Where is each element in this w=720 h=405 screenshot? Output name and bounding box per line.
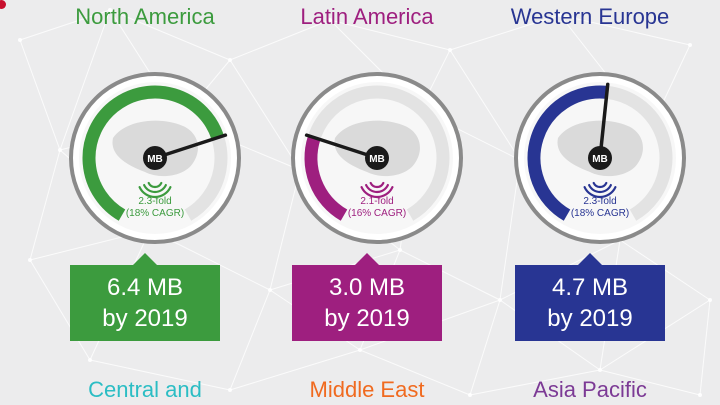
value-year: by 2019 (102, 305, 188, 332)
callout-arrow (133, 253, 157, 265)
cagr-label: (16% CAGR) (348, 208, 406, 219)
gauge-fill (304, 135, 348, 221)
growth-label: 2.3-fold (583, 196, 616, 207)
network-node (18, 38, 22, 42)
value-callout: 3.0 MB by 2019 (292, 253, 442, 341)
network-node (358, 348, 362, 352)
network-node (328, 18, 332, 22)
value-callout: 4.7 MB by 2019 (515, 253, 665, 341)
value-amount: 3.0 MB (328, 274, 406, 301)
network-line (449, 49, 521, 161)
network-node (498, 298, 502, 302)
value-callout: 6.4 MB by 2019 (70, 253, 220, 341)
value-year: by 2019 (547, 305, 633, 332)
network-node (228, 58, 232, 62)
network-line (699, 299, 711, 396)
gauge-hub (588, 146, 612, 170)
network-line (19, 9, 111, 41)
signal-wave-icon (147, 181, 163, 189)
network-line (229, 289, 271, 391)
value-amount: 4.7 MB (551, 274, 629, 301)
network-node (108, 8, 112, 12)
signal-wave-icon (369, 181, 385, 189)
region-title-asia-pacific: Asia Pacific (533, 377, 647, 402)
cagr-label: (18% CAGR) (126, 208, 184, 219)
network-line (59, 9, 111, 151)
network-node (228, 388, 232, 392)
region-title: Western Europe (510, 4, 670, 29)
gauge-label: MB (592, 154, 608, 165)
network-node (448, 48, 452, 52)
network-line (399, 249, 501, 301)
gauge-hub (143, 146, 167, 170)
region-title: Latin America (300, 4, 434, 29)
network-line (19, 39, 61, 151)
network-line (359, 349, 471, 396)
network-node (398, 248, 402, 252)
network-line (269, 169, 301, 291)
signal-wave-icon (360, 186, 394, 199)
network-node (698, 393, 702, 397)
gauge-hub (365, 146, 389, 170)
network-line (229, 59, 301, 171)
network-line (29, 259, 91, 361)
callout-arrow (578, 253, 602, 265)
signal-wave-icon (143, 183, 167, 194)
gauge-needle (598, 82, 610, 160)
network-line (469, 299, 501, 396)
network-node (58, 148, 62, 152)
gauge-needle (304, 133, 379, 160)
gauge-fill (527, 85, 608, 221)
network-node (558, 13, 562, 17)
network-node (708, 298, 712, 302)
cagr-label: (18% CAGR) (571, 208, 629, 219)
growth-label: 2.3-fold (138, 196, 171, 207)
region-title-central-eastern-europe: Central and (88, 377, 202, 402)
network-node (598, 368, 602, 372)
gauge-needle (153, 133, 228, 160)
network-line (89, 359, 231, 391)
signal-wave-icon (592, 181, 608, 189)
growth-label: 2.1-fold (360, 196, 393, 207)
region-title-middle-east: Middle East (309, 377, 425, 402)
network-node (468, 393, 472, 397)
network-line (229, 349, 361, 391)
gauge: MB 2.3-fold(18% CAGR) (69, 72, 241, 244)
network-line (229, 19, 331, 61)
network-node (28, 258, 32, 262)
callout-arrow (355, 253, 379, 265)
network-line (619, 239, 711, 301)
network-line (499, 159, 521, 301)
network-line (599, 369, 701, 396)
region-title: North America (75, 4, 215, 29)
signal-wave-icon (138, 186, 172, 199)
network-node (88, 358, 92, 362)
gauge: MB 2.3-fold(18% CAGR) (514, 72, 686, 244)
gauge-label: MB (147, 154, 163, 165)
network-line (559, 14, 691, 46)
value-year: by 2019 (324, 305, 410, 332)
gauge: MB 2.1-fold(16% CAGR) (291, 72, 463, 244)
network-line (449, 14, 561, 51)
signal-wave-icon (588, 183, 612, 194)
network-line (29, 149, 61, 261)
network-line (469, 369, 601, 396)
gauge-label: MB (369, 154, 385, 165)
network-line (109, 9, 231, 61)
signal-wave-icon (583, 186, 617, 199)
gauge-fill (82, 85, 224, 221)
network-node (688, 43, 692, 47)
value-amount: 6.4 MB (106, 274, 184, 301)
brand-dot (0, 0, 6, 9)
signal-wave-icon (365, 183, 389, 194)
network-line (329, 19, 451, 51)
network-node (268, 288, 272, 292)
